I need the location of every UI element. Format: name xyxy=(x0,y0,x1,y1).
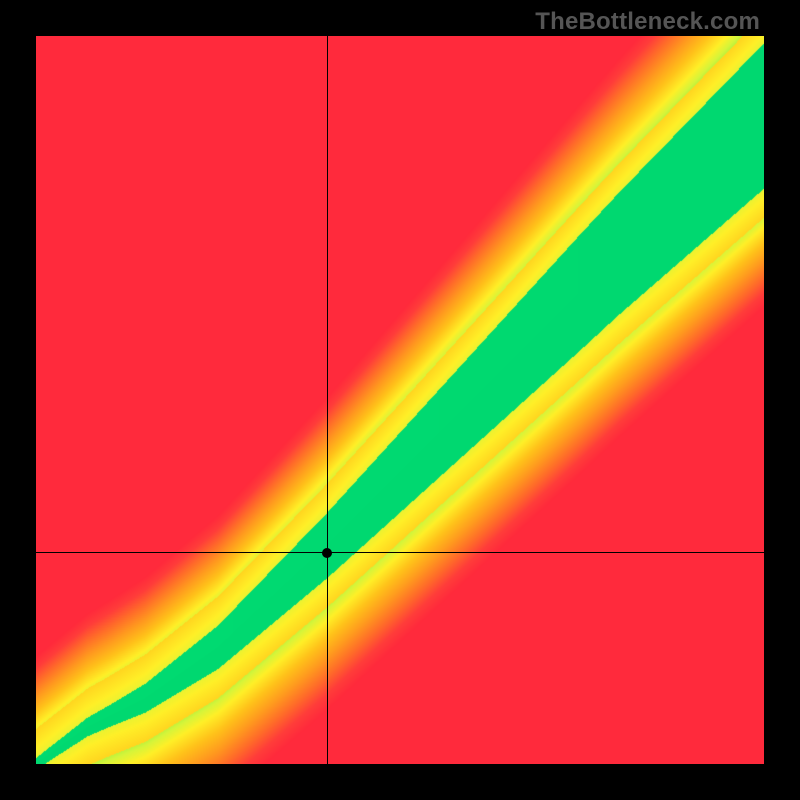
crosshair-horizontal xyxy=(36,552,764,553)
watermark-text: TheBottleneck.com xyxy=(535,8,760,36)
chart-frame: TheBottleneck.com xyxy=(0,0,800,800)
data-point-marker xyxy=(322,548,332,558)
heatmap-canvas xyxy=(36,36,764,764)
crosshair-vertical xyxy=(327,36,328,764)
heatmap-plot xyxy=(36,36,764,764)
